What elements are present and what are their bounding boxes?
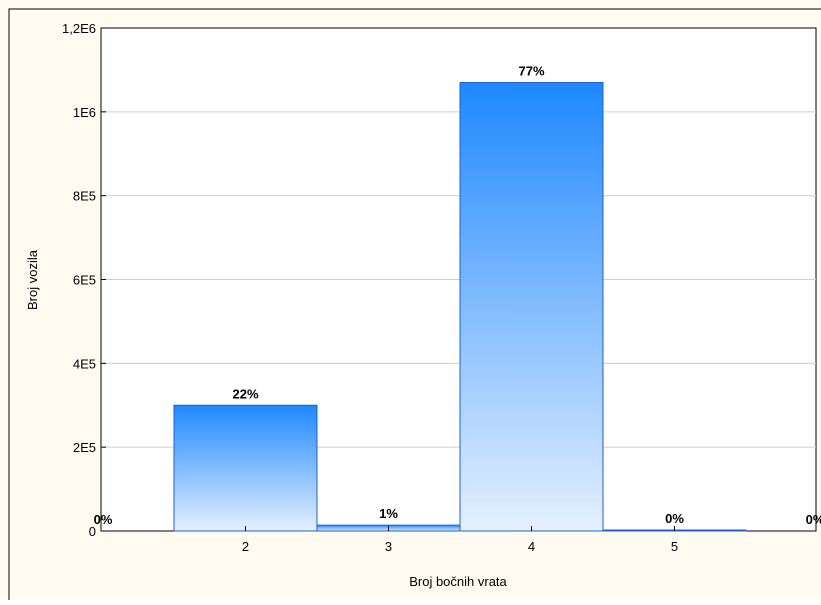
x-tick-label-4: 4: [528, 539, 535, 554]
y-tick-label: 1,2E6: [62, 21, 96, 36]
bar-label-5: 0%: [665, 511, 684, 526]
bar-label-4: 77%: [518, 63, 544, 78]
chart-frame: [8, 8, 821, 605]
x-tick-label-5: 5: [671, 539, 678, 554]
y-tick-label: 8E5: [73, 189, 96, 204]
bar-4: [459, 81, 604, 532]
y-axis-ticks: 0 2E5 4E5 6E5 8E5 1E6 1,2E6: [62, 21, 106, 539]
bar-label-2: 22%: [232, 386, 258, 401]
bar-value-labels: 22% 1% 77% 0%: [232, 63, 684, 526]
x-tick-label-2: 2: [242, 539, 249, 554]
bar-2: [173, 404, 318, 532]
y-tick-label: 6E5: [73, 273, 96, 288]
edge-label-left: 0%: [94, 512, 113, 527]
bar-label-3: 1%: [379, 506, 398, 521]
x-axis-ticks: 2 3 4 5: [242, 526, 678, 554]
x-axis-title: Broj bočnih vrata: [409, 574, 507, 589]
x-tick-label-3: 3: [385, 539, 392, 554]
edge-label-right: 0%: [806, 512, 821, 527]
y-tick-label: 2E5: [73, 440, 96, 455]
y-tick-label: 0: [89, 524, 96, 539]
grid-lines: [101, 111, 816, 448]
y-tick-label: 4E5: [73, 356, 96, 371]
y-tick-label: 1E6: [73, 105, 96, 120]
y-axis-title: Broj vozila: [25, 249, 40, 310]
